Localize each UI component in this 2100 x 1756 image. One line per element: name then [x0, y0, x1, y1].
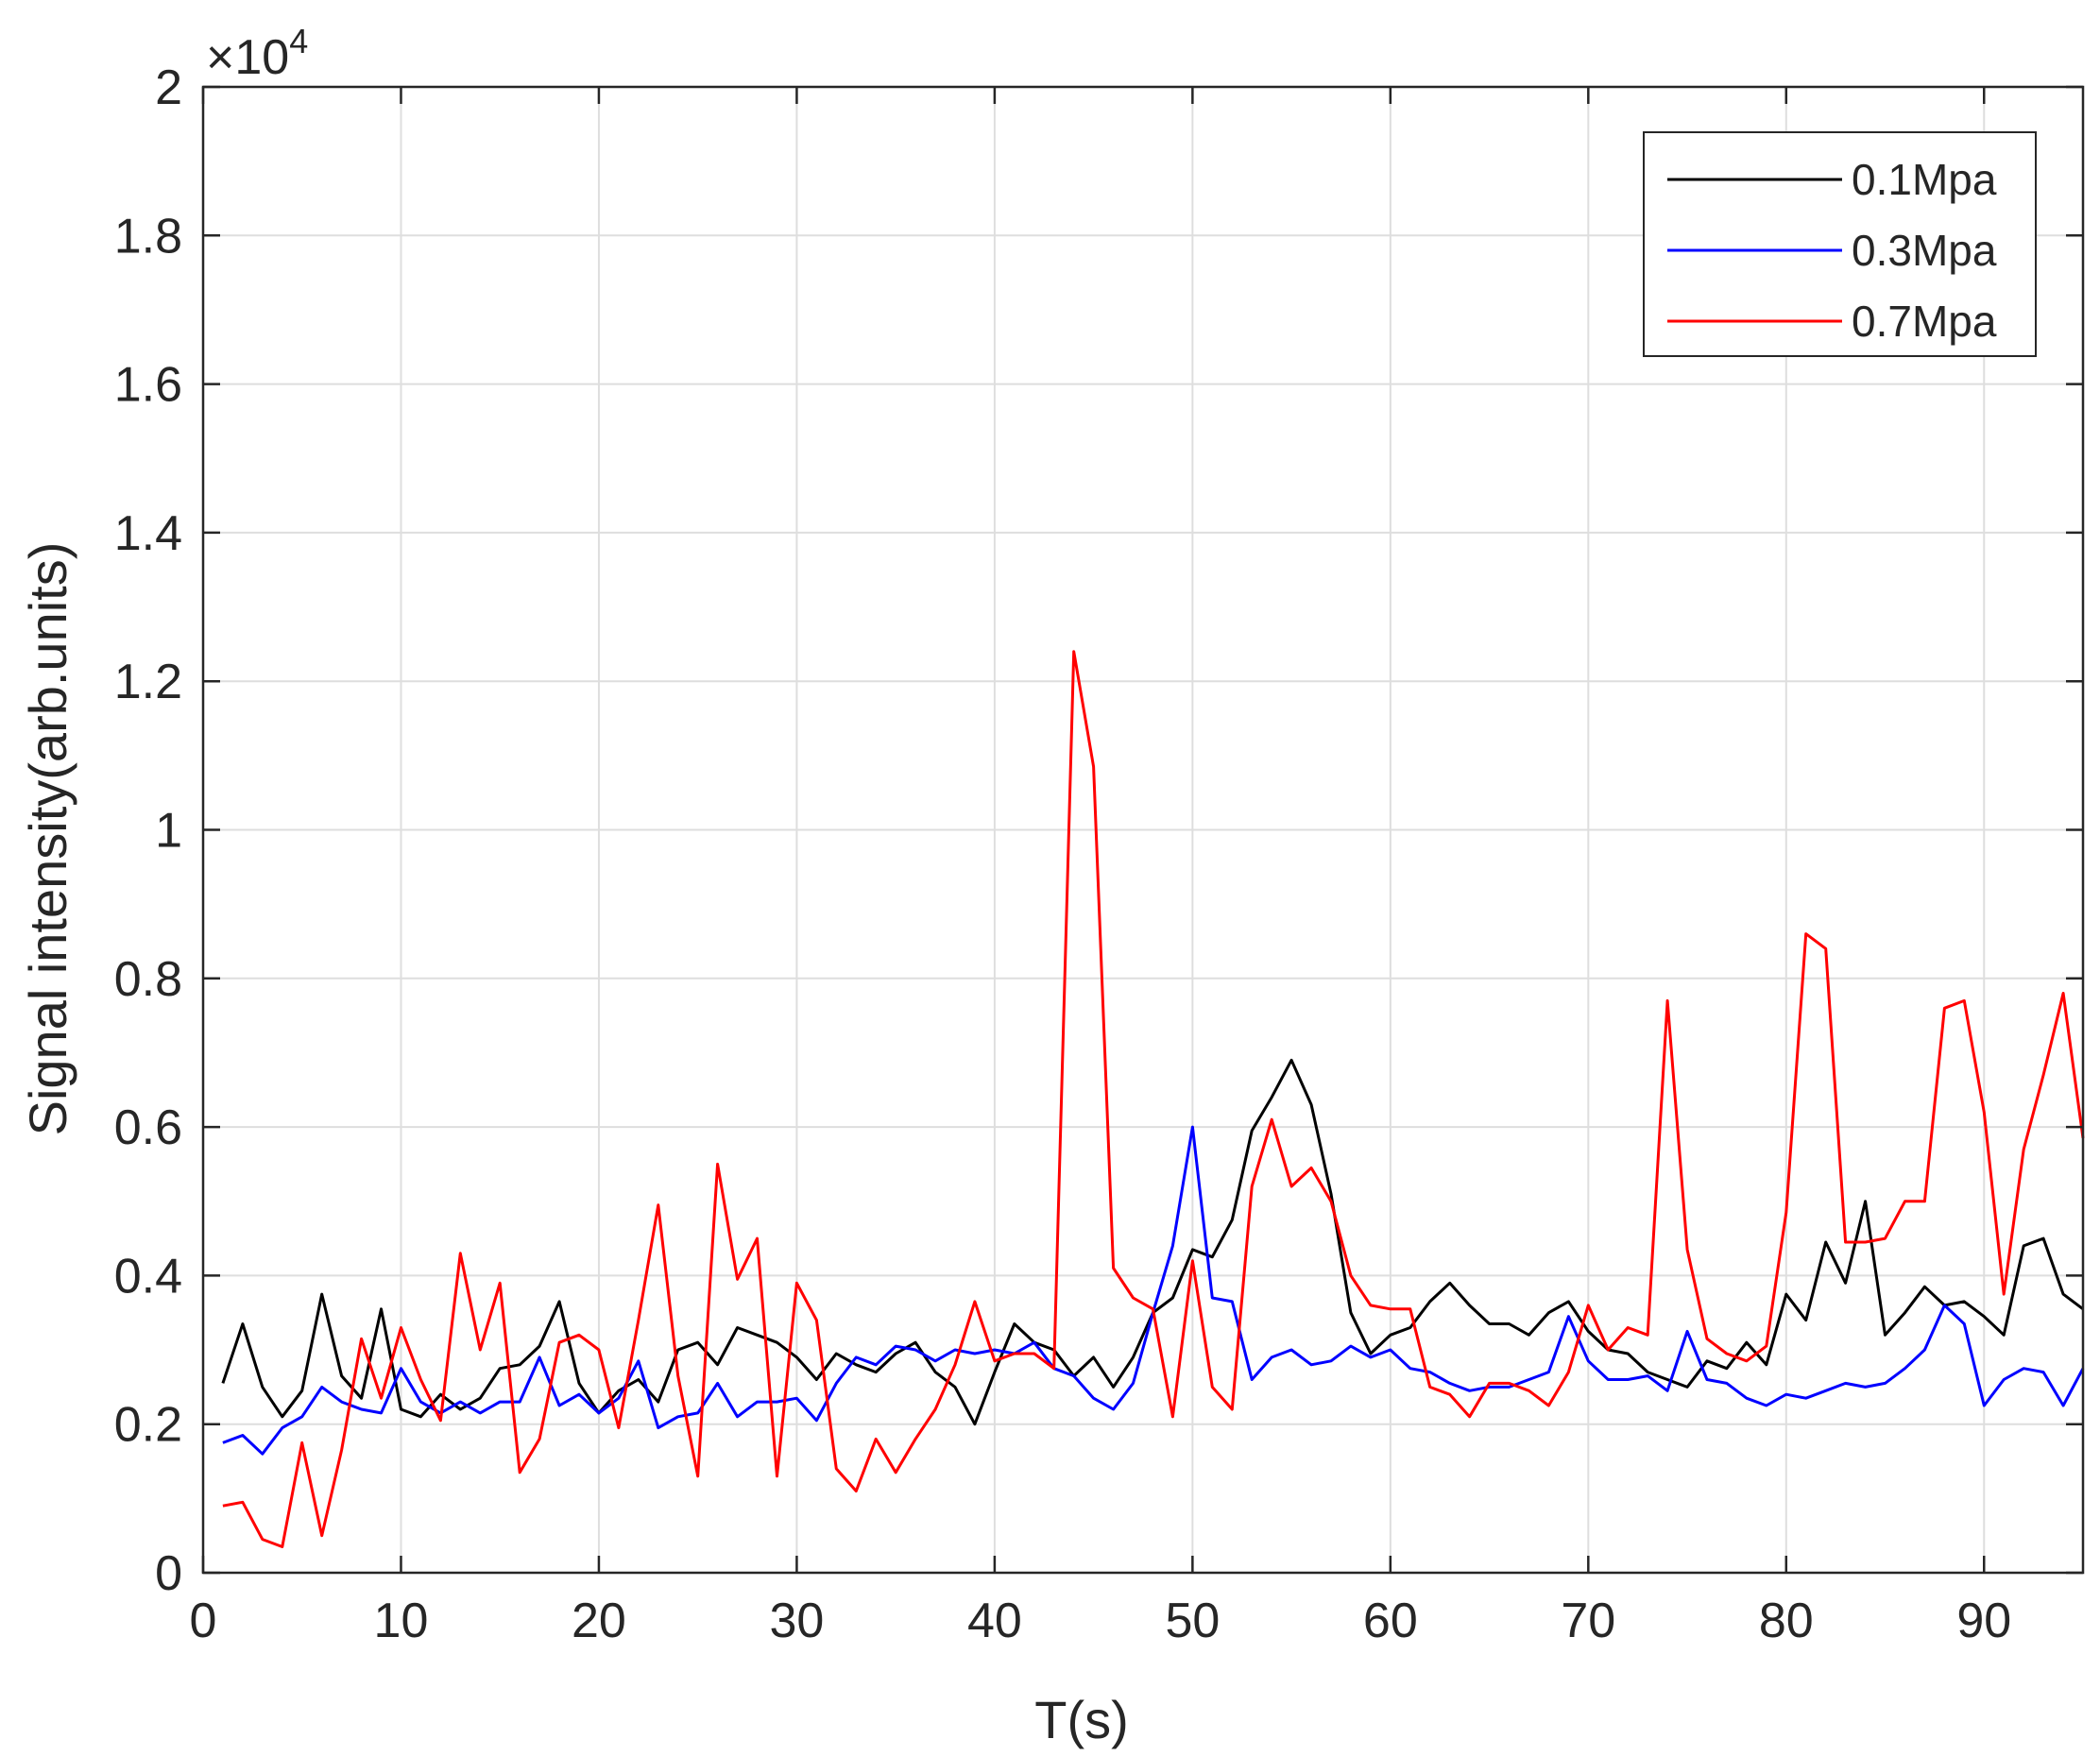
y-tick-label: 0.6: [114, 1100, 182, 1155]
y-tick-label: 0: [155, 1546, 182, 1601]
x-tick-label: 30: [769, 1594, 824, 1648]
y-tick-label: 1: [155, 804, 182, 859]
y-tick-label: 0.4: [114, 1249, 182, 1304]
series-line-0.7mpa: [222, 650, 2085, 1548]
axis-ticks: [201, 85, 2083, 1575]
x-tick-label: 50: [1165, 1594, 1220, 1648]
y-tick-label: 2: [155, 60, 182, 115]
x-tick-label: 60: [1363, 1594, 1418, 1648]
x-tick-label: 90: [1956, 1594, 2011, 1648]
series-lines: [221, 650, 2085, 1548]
x-tick-label: 70: [1561, 1594, 1615, 1648]
legend-label-0.3mpa: 0.3Mpa: [1852, 226, 1997, 275]
x-tick-labels: 0 10 20 30 40 50 60 70 80 90: [190, 1594, 2012, 1648]
legend: 0.1Mpa 0.3Mpa 0.7Mpa: [1643, 131, 2037, 357]
x-tick-label: 40: [967, 1594, 1022, 1648]
x-tick-label: 80: [1759, 1594, 1814, 1648]
x-tick-label: 0: [190, 1594, 217, 1648]
y-tick-label: 1.4: [114, 506, 182, 561]
y-tick-labels: 0 0.2 0.4 0.6 0.8 1 1.2 1.4 1.6 1.8 2: [114, 60, 182, 1601]
y-axis-multiplier: ×104: [206, 22, 308, 85]
y-tick-label: 1.6: [114, 358, 182, 413]
x-axis-label: T(s): [1034, 1690, 1129, 1749]
legend-label-0.1mpa: 0.1Mpa: [1852, 155, 1997, 204]
y-axis-label: Signal intensity(arb.units): [18, 542, 77, 1136]
y-tick-label: 1.8: [114, 209, 182, 264]
legend-entries: 0.1Mpa 0.3Mpa 0.7Mpa: [1667, 155, 1997, 346]
y-tick-label: 0.8: [114, 952, 182, 1007]
y-tick-label: 0.2: [114, 1398, 182, 1453]
y-tick-label: 1.2: [114, 655, 182, 709]
x-tick-label: 10: [374, 1594, 429, 1648]
x-tick-label: 20: [572, 1594, 626, 1648]
legend-box: [1643, 131, 2037, 357]
legend-label-0.7mpa: 0.7Mpa: [1852, 297, 1997, 346]
